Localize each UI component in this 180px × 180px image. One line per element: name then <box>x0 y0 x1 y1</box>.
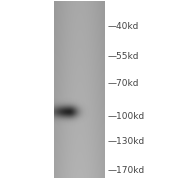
Text: —40kd: —40kd <box>108 22 139 31</box>
Text: —170kd: —170kd <box>108 166 145 175</box>
Text: —100kd: —100kd <box>108 112 145 121</box>
Text: —55kd: —55kd <box>108 52 140 61</box>
Text: —130kd: —130kd <box>108 137 145 146</box>
Text: —70kd: —70kd <box>108 79 140 88</box>
